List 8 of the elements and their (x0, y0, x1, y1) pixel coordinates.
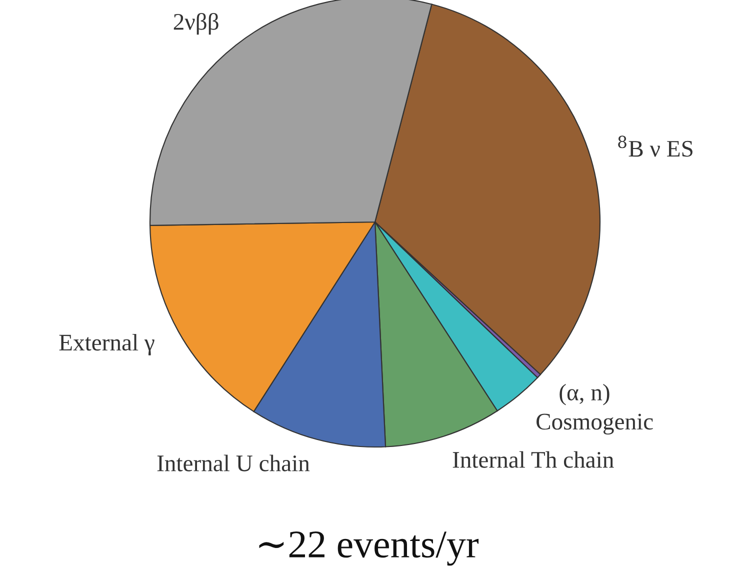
slice-label: Internal Th chain (452, 451, 614, 468)
slice-label: Cosmogenic (536, 414, 653, 435)
text: ∼22 events/yr (259, 532, 479, 566)
slice-label: (α, n) (560, 384, 610, 406)
slice-label: $^{8}$B ν ES (618, 136, 692, 157)
slice-label: External γ (59, 334, 154, 356)
slice-label: Internal U chain (157, 454, 310, 472)
slice-label: 2νββ (174, 12, 218, 35)
